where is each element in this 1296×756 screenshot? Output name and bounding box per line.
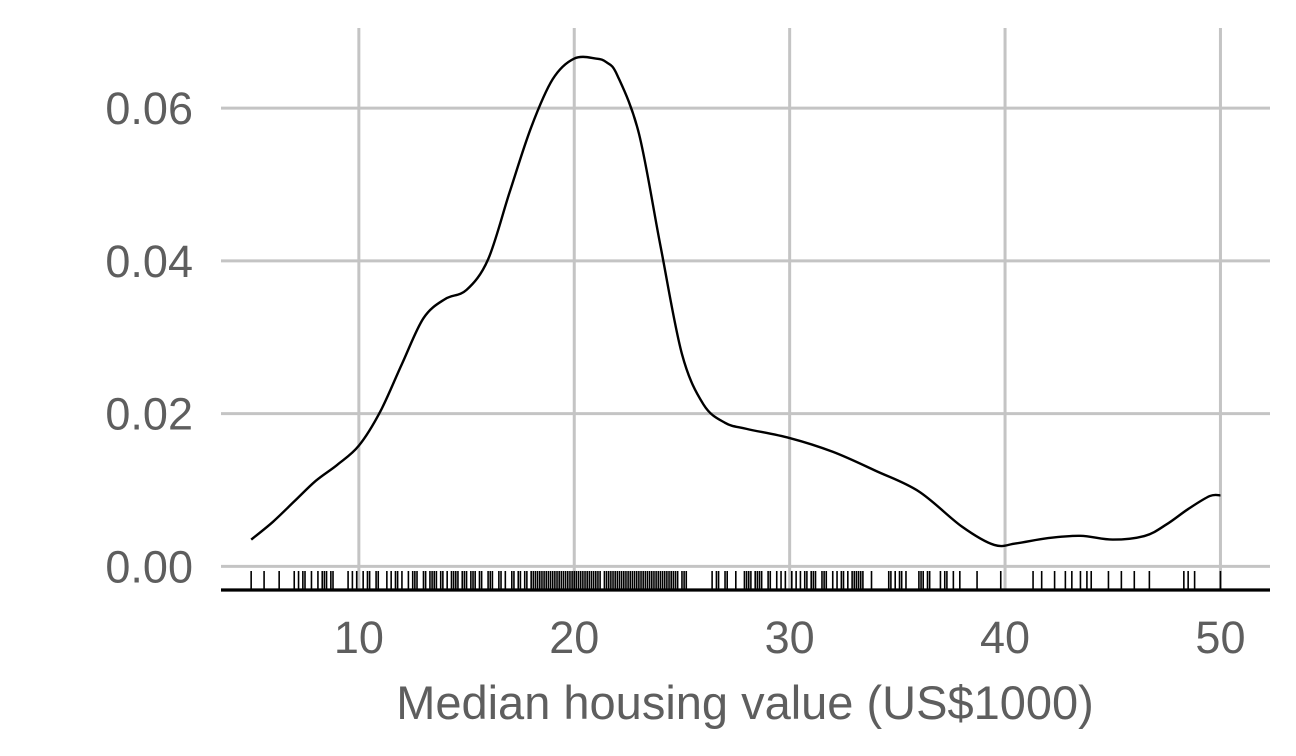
x-tick-label: 20 [549, 612, 599, 663]
x-tick-label: 50 [1195, 612, 1245, 663]
x-axis-title: Median housing value (US$1000) [396, 676, 1094, 729]
rug-plot [250, 571, 1222, 589]
grid [221, 28, 1270, 590]
x-tick-label: 10 [334, 612, 384, 663]
y-tick-label: 0.04 [105, 236, 193, 287]
y-tick-label: 0.02 [105, 389, 193, 440]
x-tick-label: 30 [765, 612, 815, 663]
x-tick-label: 40 [980, 612, 1030, 663]
density-curve [250, 55, 1221, 548]
y-tick-label: 0.06 [105, 83, 193, 134]
y-tick-label: 0.00 [105, 541, 193, 592]
tick-labels: 10 20 30 40 50 0.00 0.02 0.04 0.06 [105, 83, 1245, 663]
